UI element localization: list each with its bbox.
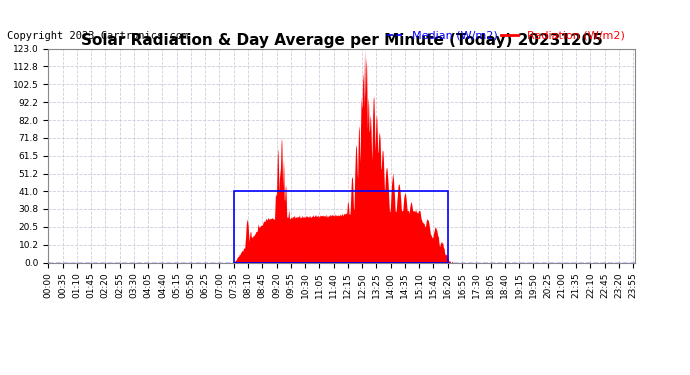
Bar — [234, 191, 448, 262]
Title: Solar Radiation & Day Average per Minute (Today) 20231205: Solar Radiation & Day Average per Minute… — [81, 33, 602, 48]
Legend: Median (W/m2), Radiation (W/m2): Median (W/m2), Radiation (W/m2) — [382, 27, 629, 45]
Text: Copyright 2023 Cartronics.com: Copyright 2023 Cartronics.com — [7, 32, 188, 41]
